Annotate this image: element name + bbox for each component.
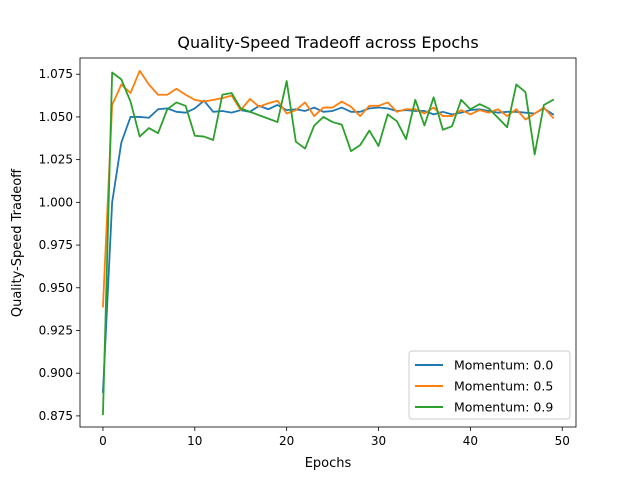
y-tick-label: 0.950 bbox=[39, 281, 73, 295]
y-tick-label: 0.925 bbox=[39, 323, 73, 337]
legend-label-1: Momentum: 0.5 bbox=[454, 379, 553, 394]
x-tick-label: 20 bbox=[279, 434, 294, 448]
y-tick-label: 1.075 bbox=[39, 67, 73, 81]
legend: Momentum: 0.0 Momentum: 0.5 Momentum: 0.9 bbox=[408, 350, 571, 420]
y-axis: 0.875 0.900 0.925 0.950 0.975 1.000 1.025 1.050… bbox=[39, 67, 80, 423]
x-tick-label: 30 bbox=[371, 434, 386, 448]
x-axis: 0 10 20 30 40 50 bbox=[99, 427, 570, 448]
y-tick-label: 0.875 bbox=[39, 409, 73, 423]
x-tick-label: 10 bbox=[187, 434, 202, 448]
y-tick-label: 0.975 bbox=[39, 238, 73, 252]
x-tick-label: 50 bbox=[555, 434, 570, 448]
x-tick-label: 0 bbox=[99, 434, 107, 448]
y-tick-label: 1.000 bbox=[39, 195, 73, 209]
plot-frame bbox=[79, 57, 577, 428]
y-axis-label: Quality-Speed Tradeoff bbox=[10, 168, 25, 317]
series-line-0 bbox=[102, 99, 555, 393]
series-layer bbox=[102, 69, 555, 416]
legend-label-2: Momentum: 0.9 bbox=[454, 400, 553, 415]
series-line-2 bbox=[102, 71, 555, 416]
x-axis-label: Epochs bbox=[305, 456, 352, 471]
y-tick-label: 1.050 bbox=[39, 110, 73, 124]
y-tick-label: 0.900 bbox=[39, 366, 73, 380]
x-tick-label: 40 bbox=[463, 434, 478, 448]
series-line-1 bbox=[102, 69, 555, 308]
y-tick-label: 1.025 bbox=[39, 153, 73, 167]
legend-items: Momentum: 0.0 Momentum: 0.5 Momentum: 0.9 bbox=[415, 358, 553, 415]
legend-box bbox=[408, 350, 571, 420]
legend-label-0: Momentum: 0.0 bbox=[454, 358, 553, 373]
chart-title: Quality-Speed Tradeoff across Epochs bbox=[177, 33, 478, 52]
